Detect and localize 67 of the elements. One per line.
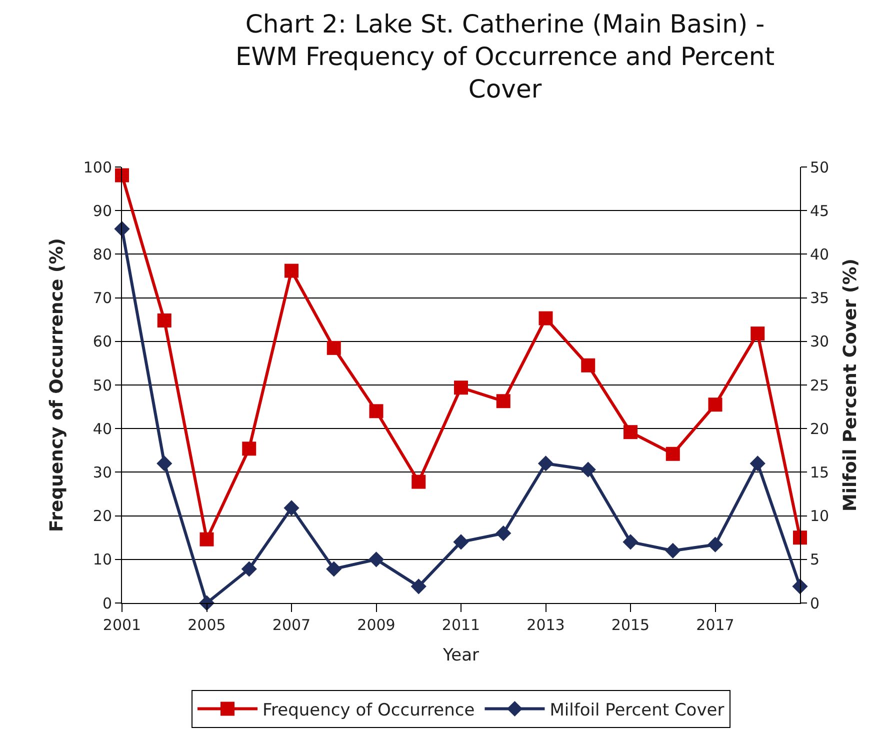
- y2-axis-title: Milfoil Percent Cover (%): [840, 258, 862, 512]
- point: [538, 311, 553, 326]
- point: [750, 456, 766, 472]
- y2-tick-label: 30: [810, 332, 830, 351]
- point: [284, 264, 298, 278]
- y2-tick-label: 45: [810, 202, 830, 220]
- point: [665, 542, 681, 558]
- point: [200, 532, 214, 546]
- point: [326, 561, 342, 577]
- point: [115, 168, 129, 182]
- point: [284, 500, 300, 516]
- point: [622, 534, 638, 550]
- y2-tick-label: 25: [810, 376, 830, 394]
- y-axis-title: Frequency of Occurrence (%): [46, 238, 68, 532]
- y2-tick-label: 50: [810, 158, 830, 176]
- point: [241, 561, 257, 577]
- point: [157, 313, 172, 328]
- y-tick-label: 30: [92, 463, 112, 482]
- x-axis-title: Year: [442, 645, 480, 666]
- y-tick-label: 0: [102, 594, 112, 612]
- x-tick-label: 2009: [357, 616, 396, 634]
- y-tick-label: 80: [92, 245, 112, 264]
- y-tick-label: 60: [92, 332, 112, 351]
- point: [624, 425, 638, 440]
- point: [410, 578, 426, 594]
- y2-tick-label: 10: [810, 507, 830, 526]
- point: [496, 394, 510, 408]
- x-tick-label: 2001: [102, 616, 142, 634]
- y-tick-label: 90: [92, 202, 112, 220]
- x-tick-label: 2007: [272, 616, 311, 634]
- y-tick-label: 70: [92, 289, 112, 308]
- point: [369, 404, 384, 418]
- point: [368, 552, 384, 568]
- legend-label: Milfoil Percent Cover: [550, 700, 724, 720]
- point: [580, 462, 596, 478]
- point: [707, 536, 724, 552]
- legend-label: Frequency of Occurrence: [262, 700, 475, 720]
- point: [793, 530, 807, 545]
- chart-title: Chart 2: Lake St. Catherine (Main Basin) - EWM Frequency of Occurrence and Percent Cover: [235, 10, 775, 104]
- y-tick-label: 40: [92, 420, 112, 438]
- point: [538, 456, 554, 472]
- point: [156, 456, 172, 472]
- y-tick-label: 20: [92, 507, 112, 526]
- point: [242, 442, 256, 456]
- y-tick-label: 50: [92, 376, 112, 394]
- point: [454, 380, 468, 395]
- y2-tick-label: 0: [810, 594, 820, 612]
- point: [581, 358, 596, 372]
- y2-tick-label: 5: [810, 550, 820, 569]
- point: [708, 398, 722, 412]
- point: [750, 326, 765, 341]
- y-tick-label: 100: [83, 158, 112, 176]
- x-tick-label: 2015: [611, 616, 650, 634]
- point: [326, 340, 341, 355]
- point: [496, 525, 512, 542]
- y2-tick-label: 35: [810, 289, 830, 308]
- point: [453, 534, 469, 550]
- y2-tick-label: 40: [810, 245, 830, 264]
- y-tick-label: 10: [92, 550, 112, 569]
- y2-tick-label: 20: [810, 420, 830, 438]
- x-tick-label: 2005: [188, 616, 226, 634]
- x-tick-label: 2013: [526, 616, 565, 634]
- point: [412, 474, 426, 489]
- x-tick-label: 2011: [442, 616, 480, 634]
- point: [666, 446, 680, 461]
- y2-tick-label: 15: [810, 463, 830, 482]
- x-tick-label: 2017: [696, 616, 734, 634]
